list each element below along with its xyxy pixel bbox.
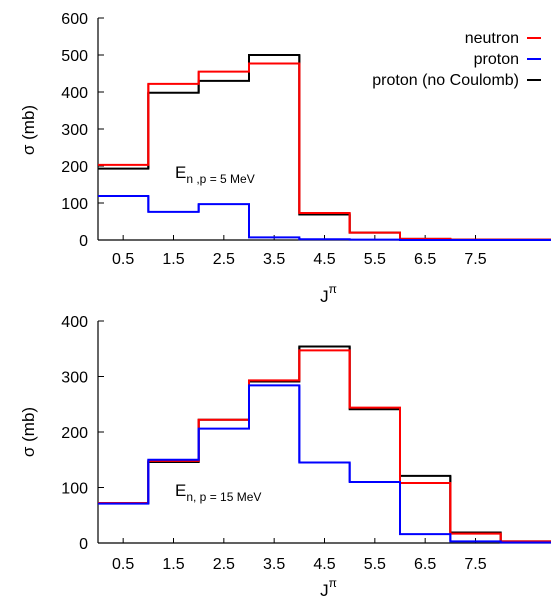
series-line-proton-no-coulomb- (98, 345, 551, 543)
x-tick-label: 4.5 (313, 556, 335, 573)
x-tick-label: 0.5 (112, 556, 134, 573)
x-tick-label: 2.5 (213, 556, 235, 573)
energy-annotation: En ,p = 5 MeV (175, 163, 255, 186)
y-tick-label: 0 (79, 536, 88, 553)
y-tick-label: 300 (61, 370, 88, 387)
y-tick-label: 300 (61, 122, 88, 139)
x-tick-label: 7.5 (464, 556, 486, 573)
y-tick-label: 200 (61, 159, 88, 176)
x-tick-label: 6.5 (414, 556, 436, 573)
x-axis-title-main: J (320, 581, 329, 600)
chart-panel-bottom: 0 100 200 300 400 0.5 1.5 2.5 3.5 4.5 5.5 6.5 7.5 σ (… (19, 314, 551, 600)
y-axis-title: σ (mb) (19, 407, 38, 457)
y-tick-label: 0 (79, 233, 88, 250)
y-tick-label: 200 (61, 425, 88, 442)
series-line-neutron (98, 349, 551, 543)
x-axis-title-main: J (320, 287, 329, 306)
x-tick-label: 1.5 (162, 556, 184, 573)
legend-label-neutron: neutron (465, 30, 519, 47)
y-tick-label: 600 (61, 11, 88, 28)
x-tick-label: 5.5 (364, 251, 386, 268)
x-axis-title: Jπ (320, 576, 337, 600)
legend-label-proton-no-coulomb-: proton (no Coulomb) (372, 72, 519, 89)
series-line-proton (98, 384, 551, 544)
y-tick-label: 100 (61, 481, 88, 498)
energy-annotation-sub: n, p = 15 MeV (186, 490, 261, 504)
y-tick-label: 100 (61, 196, 88, 213)
x-tick-label: 7.5 (464, 251, 486, 268)
x-tick-label: 3.5 (263, 556, 285, 573)
energy-annotation-sub: n ,p = 5 MeV (186, 172, 254, 186)
chart-panel-top: 0 100 200 300 400 500 600 0.5 1.5 2.5 3.5 4.5 5.5 6.5… (19, 11, 551, 306)
x-tick-label: 3.5 (263, 251, 285, 268)
x-axis-title-superscript: π (329, 282, 337, 296)
x-tick-label: 0.5 (112, 251, 134, 268)
x-tick-label: 6.5 (414, 251, 436, 268)
y-axis-title: σ (mb) (19, 105, 38, 155)
x-axis-title: Jπ (320, 282, 337, 306)
series-line-proton (98, 194, 551, 241)
x-tick-label: 2.5 (213, 251, 235, 268)
x-axis-title-superscript: π (329, 576, 337, 590)
y-tick-label: 400 (61, 314, 88, 331)
energy-annotation-main: E (175, 163, 186, 182)
x-tick-label: 4.5 (313, 251, 335, 268)
energy-annotation: En, p = 15 MeV (175, 481, 261, 504)
energy-annotation-main: E (175, 481, 186, 500)
legend-label-proton: proton (474, 51, 519, 68)
x-tick-label: 1.5 (162, 251, 184, 268)
y-tick-label: 500 (61, 48, 88, 65)
x-tick-label: 5.5 (364, 556, 386, 573)
series-line-neutron (98, 62, 551, 241)
y-tick-label: 400 (61, 85, 88, 102)
